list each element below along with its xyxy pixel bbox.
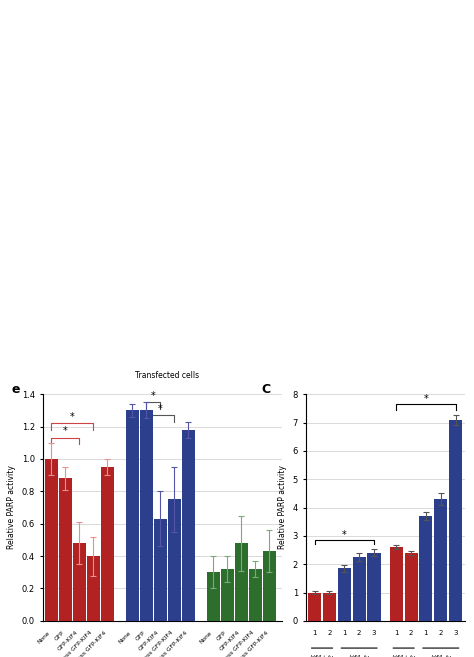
Bar xyxy=(249,569,262,621)
Bar xyxy=(87,556,100,621)
Text: *: * xyxy=(63,426,67,436)
Bar xyxy=(59,478,72,621)
Bar xyxy=(367,553,381,621)
Text: Headless GFP-KIF4: Headless GFP-KIF4 xyxy=(50,630,93,657)
Text: *: * xyxy=(158,403,163,414)
Text: 2: 2 xyxy=(357,630,361,636)
Text: kif4+/y: kif4+/y xyxy=(310,655,334,657)
Text: 1: 1 xyxy=(312,630,317,636)
Text: GFP-KIF4: GFP-KIF4 xyxy=(219,630,241,652)
Text: Tailless GFP-KIF4: Tailless GFP-KIF4 xyxy=(150,630,188,657)
Text: GFP: GFP xyxy=(216,630,227,642)
Bar xyxy=(168,499,181,621)
Text: *: * xyxy=(151,391,155,401)
Text: None: None xyxy=(118,630,132,645)
Text: e: e xyxy=(11,383,20,396)
Text: kif4+/y: kif4+/y xyxy=(392,655,416,657)
Bar xyxy=(182,430,195,621)
Bar xyxy=(263,551,276,621)
Y-axis label: Relative PARP activity: Relative PARP activity xyxy=(278,466,287,549)
Bar xyxy=(419,516,432,621)
Text: 1: 1 xyxy=(424,630,428,636)
Bar xyxy=(353,557,365,621)
Bar xyxy=(449,420,462,621)
Text: 3: 3 xyxy=(453,630,458,636)
Text: kif4-/y: kif4-/y xyxy=(430,655,451,657)
Bar xyxy=(390,547,403,621)
Text: Transfected cells: Transfected cells xyxy=(135,371,200,380)
Bar xyxy=(434,499,447,621)
Text: 1: 1 xyxy=(394,630,399,636)
Text: C: C xyxy=(261,383,270,396)
Bar xyxy=(405,553,418,621)
Text: GFP-KIF4: GFP-KIF4 xyxy=(57,630,79,652)
Text: 2: 2 xyxy=(409,630,413,636)
Bar xyxy=(221,569,234,621)
Text: *: * xyxy=(70,412,74,422)
Bar xyxy=(140,411,153,621)
Text: Headless GFP-KIF4: Headless GFP-KIF4 xyxy=(131,630,174,657)
Bar xyxy=(45,459,57,621)
Bar xyxy=(73,543,86,621)
Text: Headless GFP-KIF4: Headless GFP-KIF4 xyxy=(212,630,255,657)
Text: 1: 1 xyxy=(342,630,346,636)
Y-axis label: Relative PARP activity: Relative PARP activity xyxy=(7,466,16,549)
Text: GFP: GFP xyxy=(135,630,146,642)
Bar xyxy=(207,572,219,621)
Bar xyxy=(101,467,114,621)
Text: 2: 2 xyxy=(438,630,443,636)
Text: 3: 3 xyxy=(372,630,376,636)
Text: None: None xyxy=(199,630,213,645)
Text: GFP-KIF4: GFP-KIF4 xyxy=(138,630,160,652)
Bar xyxy=(338,568,351,621)
Bar xyxy=(154,519,167,621)
Text: kif4-/y: kif4-/y xyxy=(349,655,370,657)
Text: GFP: GFP xyxy=(54,630,65,642)
Bar xyxy=(323,593,336,621)
Bar xyxy=(308,593,321,621)
Bar xyxy=(235,543,248,621)
Text: Tailless GFP-KIF4: Tailless GFP-KIF4 xyxy=(231,630,269,657)
Text: *: * xyxy=(342,530,346,540)
Text: *: * xyxy=(424,394,428,404)
Bar xyxy=(126,411,138,621)
Text: None: None xyxy=(36,630,51,645)
Text: 2: 2 xyxy=(327,630,332,636)
Text: Tailless GFP-KIF4: Tailless GFP-KIF4 xyxy=(69,630,107,657)
